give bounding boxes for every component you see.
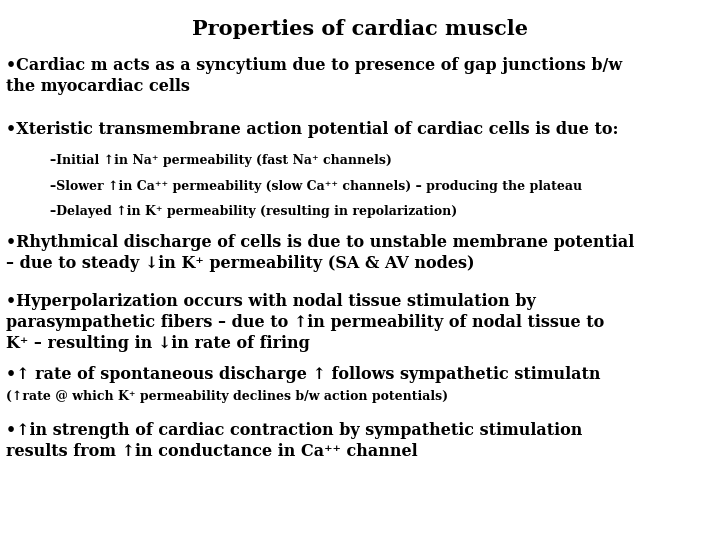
Text: •↑in strength of cardiac contraction by sympathetic stimulation
results from ↑in: •↑in strength of cardiac contraction by …	[6, 422, 582, 460]
Text: •Xteristic transmembrane action potential of cardiac cells is due to:: •Xteristic transmembrane action potentia…	[6, 122, 618, 138]
Text: •Hyperpolarization occurs with nodal tissue stimulation by
parasympathetic fiber: •Hyperpolarization occurs with nodal tis…	[6, 293, 604, 352]
Text: (↑rate @ which K⁺ permeability declines b/w action potentials): (↑rate @ which K⁺ permeability declines …	[6, 390, 448, 403]
Text: Properties of cardiac muscle: Properties of cardiac muscle	[192, 19, 528, 39]
Text: –Slower ↑in Ca⁺⁺ permeability (slow Ca⁺⁺ channels) – producing the plateau: –Slower ↑in Ca⁺⁺ permeability (slow Ca⁺⁺…	[50, 180, 582, 193]
Text: •Rhythmical discharge of cells is due to unstable membrane potential
– due to st: •Rhythmical discharge of cells is due to…	[6, 234, 634, 272]
Text: –Delayed ↑in K⁺ permeability (resulting in repolarization): –Delayed ↑in K⁺ permeability (resulting …	[50, 205, 458, 218]
Text: –Initial ↑in Na⁺ permeability (fast Na⁺ channels): –Initial ↑in Na⁺ permeability (fast Na⁺ …	[50, 154, 392, 167]
Text: •↑ rate of spontaneous discharge ↑ follows sympathetic stimulatn: •↑ rate of spontaneous discharge ↑ follo…	[6, 366, 600, 383]
Text: •Cardiac m acts as a syncytium due to presence of gap junctions b/w
the myocardi: •Cardiac m acts as a syncytium due to pr…	[6, 57, 622, 94]
